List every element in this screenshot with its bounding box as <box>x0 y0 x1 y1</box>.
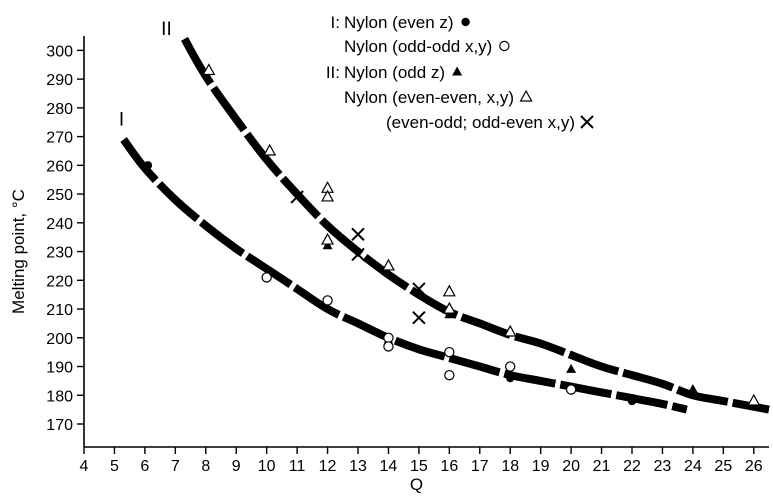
x-tick-label: 4 <box>80 458 89 475</box>
point-circle <box>383 332 394 343</box>
x-tick-label: 6 <box>140 458 149 475</box>
x-axis-title: Q <box>410 475 423 494</box>
y-tick-label: 170 <box>46 417 73 434</box>
x-tick-label: 26 <box>745 458 763 475</box>
curve-i <box>120 137 688 414</box>
y-tick-label: 230 <box>46 245 73 262</box>
data-points <box>143 63 761 406</box>
x-tick-label: 10 <box>258 458 276 475</box>
y-tick-label: 190 <box>46 360 73 377</box>
x-tick-label: 16 <box>440 458 458 475</box>
y-tick-label: 280 <box>46 101 73 118</box>
axes: 4 5 6 7 8 9 10 11 12 13 14 15 16 17 18 19 20 21 22 23 24 25 26… <box>46 36 769 475</box>
legend-label: Nylon (even z) <box>344 13 454 32</box>
x-tick-label: 11 <box>289 458 306 475</box>
point-triangle-filled <box>322 240 333 250</box>
point-triangle-filled <box>687 384 698 394</box>
point-dot <box>143 161 153 170</box>
point-triangle-open <box>442 301 456 314</box>
curve-label-ii: II <box>161 19 172 40</box>
point-circle <box>261 272 272 283</box>
legend-label: Nylon (odd z) <box>344 63 445 82</box>
x-tick-label: 15 <box>410 458 428 475</box>
legend-marker-cross <box>580 115 594 129</box>
point-circle <box>322 295 333 306</box>
y-tick-label: 260 <box>46 158 73 175</box>
legend-marker-circle <box>499 40 510 52</box>
legend-marker-triangle-open <box>519 89 533 102</box>
y-axis-title: Melting point, °C <box>9 189 28 314</box>
curves: III <box>119 19 770 414</box>
x-tick-label: 12 <box>319 458 337 475</box>
point-triangle-open <box>442 284 456 297</box>
x-tick-label: 14 <box>380 458 398 475</box>
legend-prefix: II: <box>326 63 340 82</box>
point-triangle-filled <box>566 363 577 373</box>
point-triangle-open <box>503 324 517 337</box>
x-tick-label: 20 <box>562 458 580 475</box>
y-tick-label: 220 <box>46 273 73 290</box>
legend-label: Nylon (even-even, x,y) <box>344 88 514 107</box>
curve-label-i: I <box>119 109 124 130</box>
point-triangle-open <box>321 189 335 202</box>
y-tick-label: 180 <box>46 388 73 405</box>
point-cross <box>412 282 426 296</box>
point-circle <box>383 341 394 352</box>
point-triangle-open <box>381 258 395 271</box>
point-circle <box>444 369 455 381</box>
x-tick-label: 19 <box>532 458 550 475</box>
x-tick-label: 24 <box>684 458 702 475</box>
x-tick-label: 17 <box>471 458 489 475</box>
axis-titles: Q Melting point, °C <box>9 189 423 494</box>
x-tick-label: 25 <box>714 458 732 475</box>
point-circle <box>444 346 455 358</box>
point-triangle-open <box>202 63 216 76</box>
y-tick-label: 200 <box>46 331 73 348</box>
y-tick-label: 210 <box>46 302 73 319</box>
x-tick-label: 9 <box>232 458 241 475</box>
point-circle <box>565 384 577 395</box>
x-tick-label: 22 <box>623 458 641 475</box>
point-cross <box>290 190 304 204</box>
point-triangle-open <box>747 393 761 406</box>
point-triangle-open <box>321 232 335 245</box>
y-tick-label: 300 <box>46 43 73 60</box>
y-tick-label: 270 <box>46 130 73 147</box>
legend-label: (even-odd; odd-even x,y) <box>386 113 575 132</box>
x-tick-label: 8 <box>201 458 210 475</box>
point-cross <box>412 310 426 325</box>
point-circle <box>505 361 516 372</box>
x-tick-label: 23 <box>654 458 672 475</box>
point-dot <box>506 373 515 383</box>
legend-prefix: I: <box>331 13 340 32</box>
x-tick-label: 13 <box>349 458 367 475</box>
y-tick-label: 250 <box>46 187 73 204</box>
x-tick-label: 5 <box>110 458 119 475</box>
point-cross <box>351 227 365 242</box>
y-tick-label: 290 <box>46 72 73 89</box>
legend-marker-triangle-filled <box>452 66 463 76</box>
point-triangle-open <box>263 143 277 156</box>
legend: I: Nylon (even z) Nylon (odd-odd x,y) II: Ny… <box>326 13 594 132</box>
curve-ii <box>181 36 770 414</box>
y-tick-label: 240 <box>46 216 73 233</box>
legend-label: Nylon (odd-odd x,y) <box>344 37 492 56</box>
x-tick-label: 7 <box>171 458 180 475</box>
point-triangle-filled <box>444 309 455 319</box>
point-dot <box>627 396 637 406</box>
point-cross <box>351 247 365 262</box>
x-tick-label: 18 <box>501 458 519 475</box>
x-tick-label: 21 <box>593 458 611 475</box>
legend-marker-dot <box>461 17 470 27</box>
